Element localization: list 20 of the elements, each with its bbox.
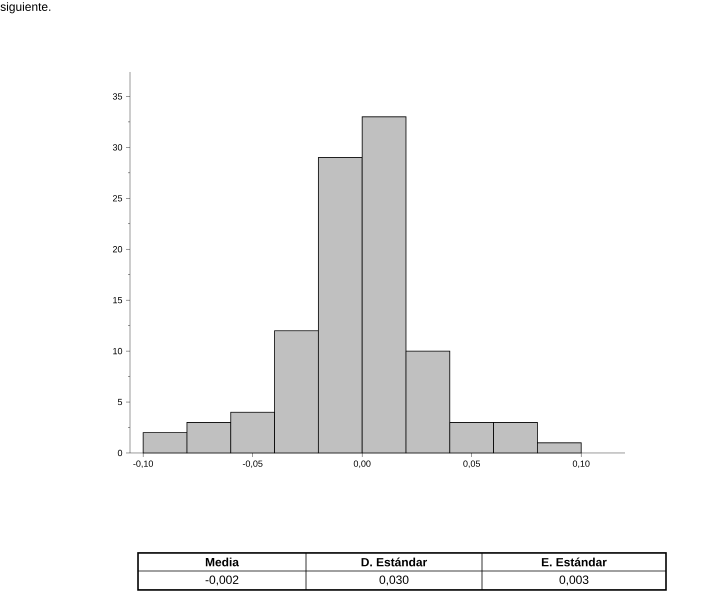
text: 0,003	[560, 576, 588, 586]
x-tick-label: 0,05	[463, 460, 480, 468]
text: Media	[206, 558, 240, 566]
x-tick-label: 0,00	[354, 460, 371, 468]
y-tick-label: 5	[118, 398, 122, 406]
y-tick-label: 15	[113, 297, 122, 304]
text: D. Estándar	[362, 558, 428, 566]
x-tick-label: 0,10	[572, 460, 590, 468]
y-tick-label: 30	[112, 144, 122, 151]
y-tick-label: 0	[118, 450, 122, 456]
text: siguiente.	[0, 2, 50, 14]
text: 0,030	[380, 576, 408, 586]
text: E. Estándar	[542, 558, 607, 566]
y-tick-label: 25	[112, 195, 122, 202]
y-tick-label: 35	[112, 93, 122, 100]
x-tick-label: -0,05	[242, 460, 262, 468]
y-tick-label: 20	[112, 246, 122, 252]
y-tick-label: 10	[113, 348, 122, 354]
text: -0,002	[206, 576, 238, 586]
x-tick-label: -0,10	[133, 460, 154, 468]
